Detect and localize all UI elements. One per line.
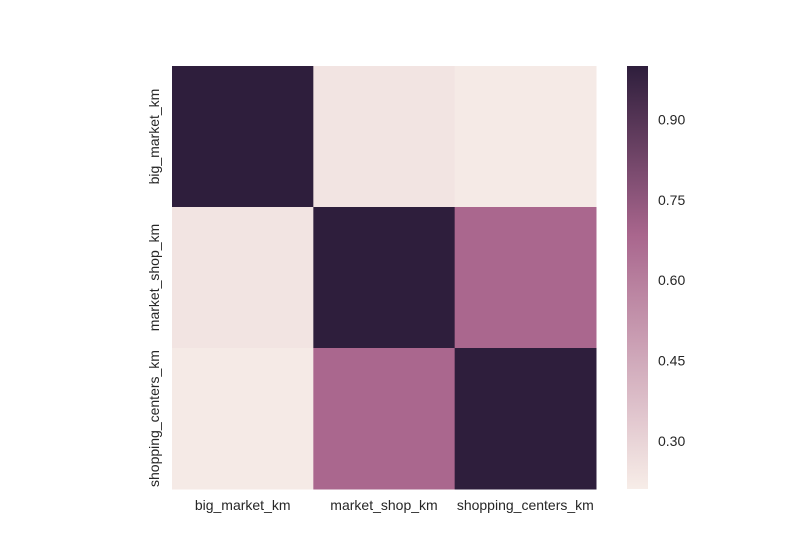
heatmap-cell-big_market_km-market_shop_km	[313, 66, 456, 208]
colorbar-tick-label: 0.45	[658, 352, 685, 368]
colorbar-tick-label: 0.30	[658, 433, 685, 449]
y-tick-label: big_market_km	[146, 89, 162, 185]
heatmap-cell-shopping_centers_km-shopping_centers_km	[454, 348, 597, 490]
heatmap-cell-big_market_km-big_market_km	[172, 66, 314, 208]
x-tick-label: big_market_km	[195, 497, 291, 513]
heatmap-cell-shopping_centers_km-market_shop_km	[313, 348, 456, 490]
y-tick-label: market_shop_km	[146, 224, 162, 331]
heatmap-cell-shopping_centers_km-big_market_km	[172, 348, 314, 490]
x-tick-label: shopping_centers_km	[457, 497, 594, 513]
colorbar: 0.30 0.45 0.60 0.75 0.90	[627, 66, 685, 489]
colorbar-gradient	[627, 66, 648, 489]
heatmap-cell-big_market_km-shopping_centers_km	[454, 66, 597, 208]
heatmap-cells	[172, 66, 597, 490]
y-tick-label: shopping_centers_km	[146, 350, 162, 487]
heatmap-cell-market_shop_km-shopping_centers_km	[454, 207, 597, 349]
heatmap-cell-market_shop_km-big_market_km	[172, 207, 314, 349]
colorbar-tick-label: 0.60	[658, 272, 685, 288]
x-tick-label: market_shop_km	[330, 497, 437, 513]
heatmap-cell-market_shop_km-market_shop_km	[313, 207, 456, 349]
colorbar-tick-label: 0.90	[658, 112, 685, 128]
x-axis-tick-labels: big_market_km market_shop_km shopping_cent…	[195, 497, 594, 513]
y-axis-tick-labels: big_market_km market_shop_km shopping_cent…	[146, 89, 162, 487]
colorbar-tick-label: 0.75	[658, 192, 685, 208]
colorbar-tick-labels: 0.30 0.45 0.60 0.75 0.90	[658, 112, 685, 449]
